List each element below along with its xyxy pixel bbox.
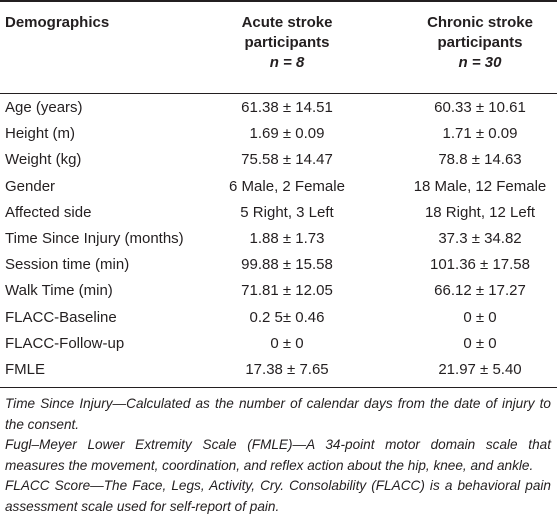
bottom-rule [0, 387, 557, 388]
table-row: Height (m) 1.69 ± 0.09 1.71 ± 0.09 [0, 121, 557, 147]
row-acute-value: 6 Male, 2 Female [229, 177, 345, 195]
row-acute-value: 5 Right, 3 Left [240, 203, 334, 221]
top-rule [0, 0, 557, 2]
table-row: FLACC-Baseline 0.2 5± 0.46 0 ± 0 [0, 305, 557, 331]
row-acute-value: 0.2 5± 0.46 [249, 308, 325, 326]
table-row: Age (years) 61.38 ± 14.51 60.33 ± 10.61 [0, 95, 557, 121]
row-chronic-value: 0 ± 0 [463, 334, 497, 352]
header-chronic-line2: participants [437, 34, 523, 51]
row-label: Walk Time (min) [5, 282, 113, 300]
table-row: Gender 6 Male, 2 Female 18 Male, 12 Fema… [0, 174, 557, 200]
footnote-fmle: Fugl–Meyer Lower Extremity Scale (FMLE)—… [5, 437, 551, 473]
table-body: Age (years) 61.38 ± 14.51 60.33 ± 10.61 … [0, 95, 557, 383]
header-chronic-line1: Chronic stroke [427, 14, 533, 31]
row-chronic-value: 18 Male, 12 Female [413, 177, 547, 195]
row-acute-value: 1.69 ± 0.09 [249, 125, 325, 143]
row-label: FLACC-Follow-up [5, 334, 125, 352]
row-acute-value: 75.58 ± 14.47 [241, 151, 333, 169]
row-chronic-value: 60.33 ± 10.61 [434, 99, 526, 116]
header-chronic-n: n = 30 [458, 54, 502, 71]
header-acute: Acute stroke participants n = 8 [202, 13, 372, 73]
footnote-flacc: FLACC Score—The Face, Legs, Activity, Cr… [5, 478, 551, 514]
table-row: Walk Time (min) 71.81 ± 12.05 66.12 ± 17… [0, 278, 557, 304]
row-acute-value: 17.38 ± 7.65 [245, 360, 329, 378]
header-demographics: Demographics [5, 14, 110, 31]
footnote-time-since-injury: Time Since Injury—Calculated as the numb… [5, 396, 551, 432]
row-label: Height (m) [5, 125, 76, 143]
row-acute-value: 1.88 ± 1.73 [249, 229, 325, 247]
row-chronic-value: 101.36 ± 17.58 [430, 256, 530, 274]
table-row: FMLE 17.38 ± 7.65 21.97 ± 5.40 [0, 357, 557, 383]
header-acute-line1: Acute stroke [241, 14, 333, 31]
row-chronic-value: 21.97 ± 5.40 [438, 360, 522, 378]
row-acute-value: 99.88 ± 15.58 [241, 256, 333, 274]
table-row: Time Since Injury (months) 1.88 ± 1.73 3… [0, 226, 557, 252]
row-chronic-value: 1.71 ± 0.09 [442, 125, 518, 143]
row-label: Session time (min) [5, 256, 130, 274]
row-chronic-value: 37.3 ± 34.82 [438, 229, 522, 247]
row-label: Affected side [5, 203, 92, 221]
table-row: Session time (min) 99.88 ± 15.58 101.36 … [0, 252, 557, 278]
row-label: Age (years) [5, 99, 83, 116]
table-footnotes: Time Since Injury—Calculated as the numb… [5, 394, 551, 517]
row-acute-value: 71.81 ± 12.05 [241, 282, 333, 300]
row-acute-value: 61.38 ± 14.51 [241, 99, 333, 116]
table-row: Weight (kg) 75.58 ± 14.47 78.8 ± 14.63 [0, 147, 557, 173]
row-chronic-value: 66.12 ± 17.27 [434, 282, 526, 300]
row-label: FLACC-Baseline [5, 308, 117, 326]
row-label: Weight (kg) [5, 151, 82, 169]
row-label: Time Since Injury (months) [5, 229, 184, 247]
header-rule [0, 93, 557, 94]
table-row: Affected side 5 Right, 3 Left 18 Right, … [0, 200, 557, 226]
table-row: FLACC-Follow-up 0 ± 0 0 ± 0 [0, 331, 557, 357]
row-chronic-value: 78.8 ± 14.63 [438, 151, 522, 169]
row-label: Gender [5, 177, 56, 195]
row-acute-value: 0 ± 0 [270, 334, 304, 352]
row-label: FMLE [5, 360, 46, 378]
header-acute-n: n = 8 [269, 54, 305, 71]
header-acute-line2: participants [244, 34, 330, 51]
header-chronic: Chronic stroke participants n = 30 [395, 13, 557, 73]
row-chronic-value: 18 Right, 12 Left [424, 203, 536, 221]
row-chronic-value: 0 ± 0 [463, 308, 497, 326]
